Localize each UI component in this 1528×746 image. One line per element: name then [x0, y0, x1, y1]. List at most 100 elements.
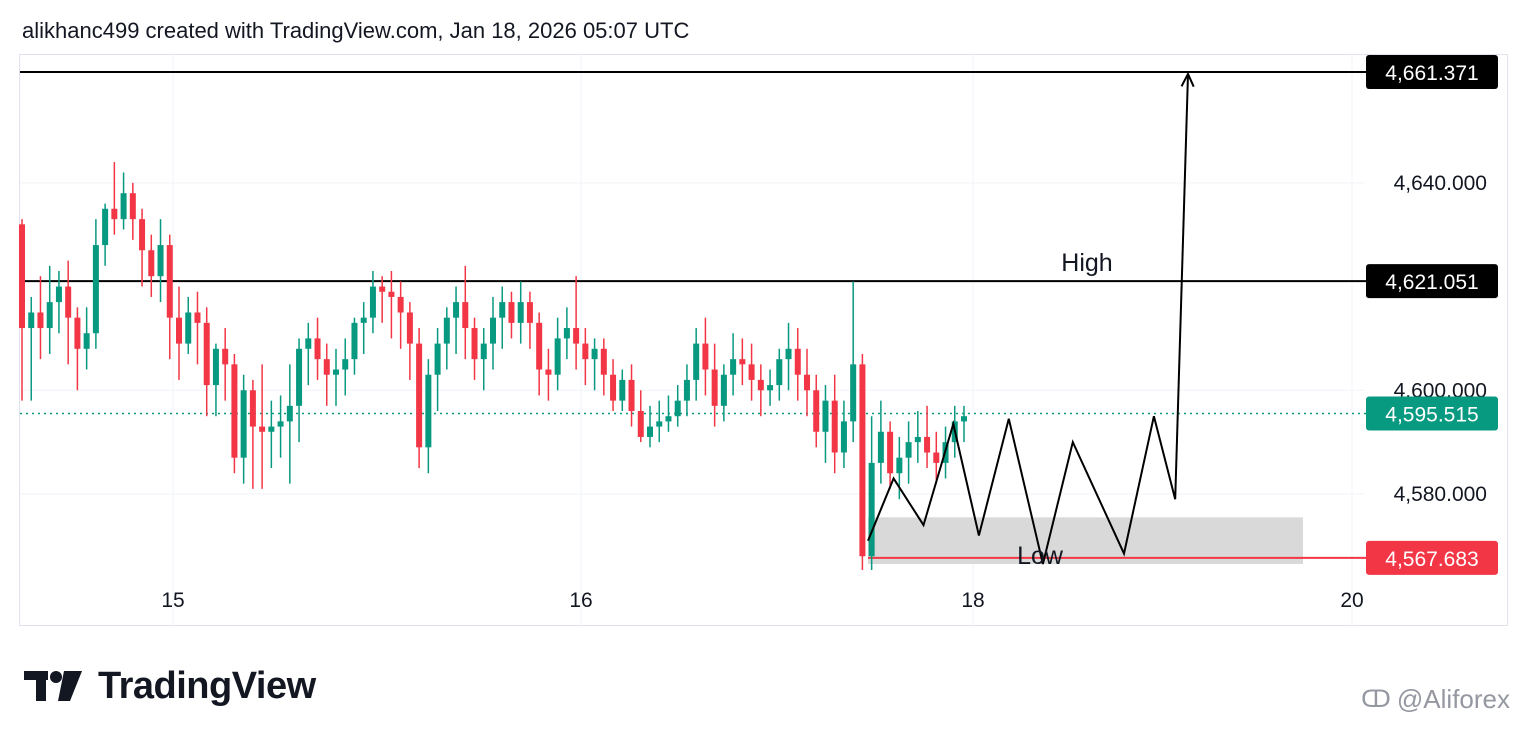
candle-body: [526, 302, 533, 323]
low-level-price-tag: 4,567.683: [1366, 540, 1498, 575]
candle: [148, 234, 155, 297]
candle-body: [360, 317, 367, 323]
candle-body: [536, 322, 543, 370]
candle: [92, 219, 99, 349]
candle-body: [194, 312, 201, 323]
tradingview-logo[interactable]: TradingView: [24, 664, 316, 708]
candle: [406, 302, 413, 380]
candle: [471, 317, 478, 380]
candle: [914, 411, 921, 463]
candle: [757, 364, 764, 417]
candle: [379, 276, 386, 323]
y-tick-label: 4,580.000: [1394, 483, 1487, 506]
high-level-tag-bg: [1366, 264, 1498, 299]
candle-body: [619, 379, 626, 401]
candle-body: [840, 421, 847, 453]
candle: [720, 364, 727, 422]
candle: [342, 338, 349, 396]
candle: [489, 296, 497, 370]
candle-body: [268, 426, 275, 432]
candle: [665, 395, 672, 432]
price-levels: [20, 71, 1366, 559]
candle-body: [683, 379, 690, 401]
candle: [933, 431, 940, 484]
candle: [425, 359, 432, 474]
candle: [619, 369, 626, 412]
candle-body: [628, 379, 635, 412]
tradingview-wordmark: TradingView: [98, 664, 316, 707]
candle: [610, 359, 617, 412]
candle-body: [92, 245, 99, 334]
candle-body: [563, 328, 570, 339]
candle: [499, 286, 506, 349]
candle: [416, 328, 423, 469]
candle-body: [471, 328, 478, 360]
candle: [46, 265, 53, 354]
candle: [656, 400, 663, 443]
candle-body: [148, 250, 155, 277]
candle: [822, 385, 829, 463]
candle: [840, 400, 847, 469]
candle-body: [351, 322, 358, 360]
candle-body: [305, 338, 312, 349]
candle-body: [822, 400, 829, 432]
candle: [462, 265, 469, 360]
candle-body: [203, 322, 210, 386]
candle: [351, 317, 358, 375]
candle-body: [637, 411, 644, 437]
target-tag-label: 4,661.371: [1385, 62, 1478, 85]
x-tick-label: 20: [1340, 589, 1363, 612]
candle: [730, 333, 737, 396]
candle: [877, 400, 884, 484]
candle-body: [785, 348, 792, 360]
candle-body: [277, 421, 284, 427]
y-tick-label: 4,600.000: [1394, 379, 1487, 402]
candle-body: [499, 302, 506, 318]
weibo-style-icon: ↀ: [1361, 686, 1391, 713]
x-tick-label: 15: [161, 589, 184, 612]
candle: [517, 281, 524, 344]
current-price-tag-bg: [1366, 396, 1498, 431]
candle-body: [129, 193, 136, 220]
candle: [683, 364, 690, 417]
candle-body: [730, 359, 737, 375]
candle: [74, 307, 81, 391]
high-level-tag-label: 4,621.051: [1385, 271, 1478, 294]
candle-body: [286, 405, 293, 422]
candle: [674, 385, 681, 427]
candle: [443, 307, 450, 370]
candle-body: [591, 348, 598, 360]
candle-body: [850, 364, 857, 422]
candle-body: [249, 390, 256, 427]
candle: [231, 353, 238, 474]
candle-body: [545, 369, 552, 375]
candle: [582, 328, 589, 386]
candle-body: [665, 416, 672, 422]
candle-body: [222, 348, 229, 365]
candle-body: [83, 333, 90, 349]
candle-body: [296, 348, 303, 406]
candle-body: [453, 302, 460, 318]
candle-body: [573, 328, 580, 344]
candle: [111, 162, 118, 235]
candle-body: [610, 374, 617, 401]
watermark: ↀ @Aliforex: [1361, 684, 1510, 715]
candle: [868, 416, 875, 570]
candle: [268, 400, 275, 469]
candle-body: [443, 317, 450, 344]
candle-body: [212, 348, 219, 386]
candle: [702, 317, 709, 396]
candle: [563, 307, 570, 360]
candle-body: [28, 312, 35, 329]
candle-body: [757, 379, 764, 391]
candle-body: [794, 348, 801, 375]
candle: [185, 296, 192, 354]
candle: [18, 219, 26, 401]
candle: [739, 338, 746, 386]
candle: [545, 348, 552, 401]
candle: [480, 328, 487, 391]
candle: [554, 317, 561, 391]
candle: [526, 291, 533, 349]
target-price-tag: 4,661.371: [1366, 55, 1498, 89]
